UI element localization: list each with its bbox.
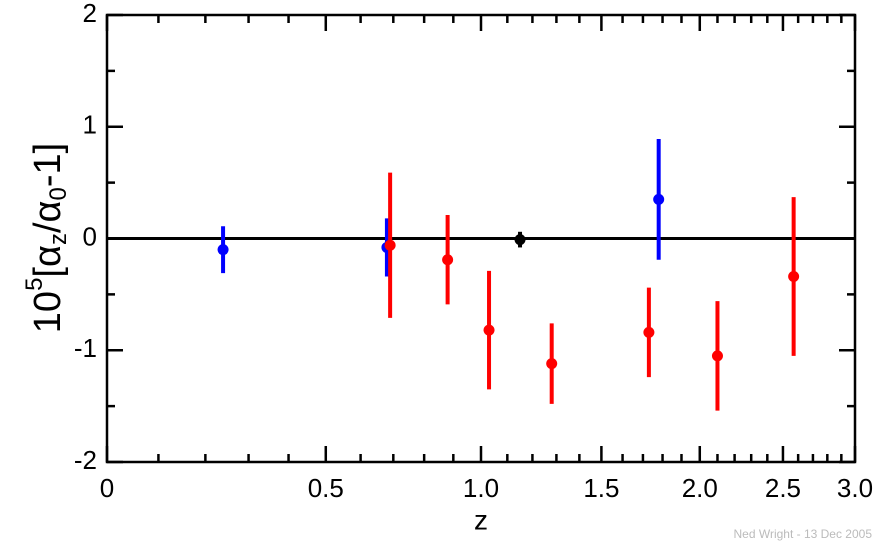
- ylabel-part: -1]: [27, 143, 69, 187]
- y-axis-label: 105[αz/α0-1]: [21, 143, 72, 333]
- ylabel-part: z: [45, 233, 72, 245]
- ylabel-part: /α: [27, 201, 69, 234]
- data-point: [653, 193, 665, 205]
- x-axis-label: z: [474, 504, 488, 535]
- y-tick-label: 0: [83, 221, 97, 251]
- y-tick-label: -2: [74, 445, 97, 475]
- data-point: [643, 326, 655, 338]
- data-point: [546, 358, 558, 370]
- x-tick-label: 1.5: [583, 473, 619, 503]
- data-point: [788, 270, 800, 282]
- x-tick-label: 2.0: [682, 473, 718, 503]
- ylabel-part: 0: [45, 187, 72, 200]
- y-tick-label: 2: [83, 0, 97, 28]
- ylabel-part: 5: [21, 278, 48, 291]
- x-tick-label: 2.5: [765, 473, 801, 503]
- ylabel-part: 10: [27, 291, 69, 333]
- annotation: Ned Wright - 13 Dec 2005: [733, 527, 872, 541]
- data-point: [442, 254, 454, 266]
- data-point: [514, 234, 526, 246]
- ylabel-part: [α: [27, 245, 69, 278]
- data-point: [384, 239, 396, 251]
- x-tick-label: 1.0: [463, 473, 499, 503]
- y-tick-label: -1: [74, 333, 97, 363]
- x-tick-label: 0.5: [308, 473, 344, 503]
- x-tick-label: 3.0: [837, 473, 873, 503]
- data-point: [711, 350, 723, 362]
- x-tick-label: 0: [100, 473, 114, 503]
- data-point: [217, 244, 229, 256]
- y-tick-label: 1: [83, 110, 97, 140]
- data-point: [483, 324, 495, 336]
